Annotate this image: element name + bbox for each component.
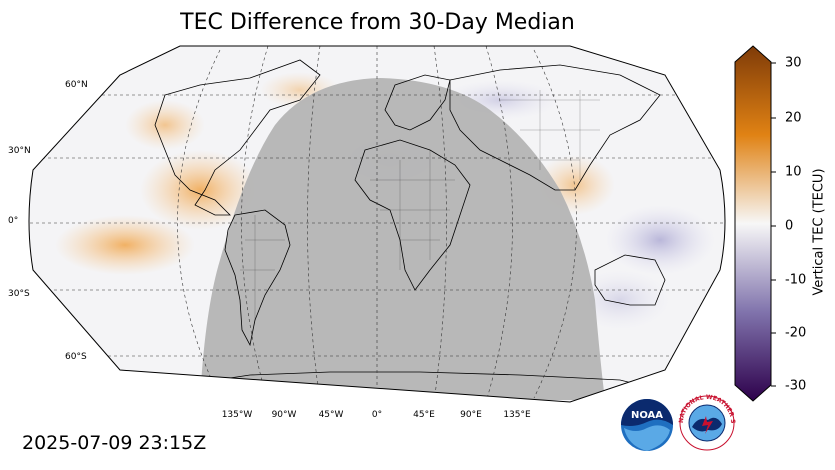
- lon-label-45w: 45°W: [318, 410, 344, 420]
- lon-label-90w: 90°W: [271, 410, 297, 420]
- lon-label-45e: 45°E: [413, 410, 435, 420]
- lon-label-135e: 135°E: [503, 410, 531, 420]
- nws-logo: NATIONAL WEATHER SERVICE: [678, 394, 736, 451]
- colorbar-body: [734, 45, 772, 402]
- chart-title: TEC Difference from 30-Day Median: [180, 10, 575, 35]
- noaa-logo-text: NOAA: [631, 410, 663, 421]
- europe-outline: [384, 74, 451, 131]
- world-map: [28, 45, 726, 403]
- map-boundary: [28, 45, 726, 403]
- colorbar-tick-neg20: -20: [785, 325, 807, 341]
- lat-label-30s: 30°S: [8, 289, 30, 299]
- lat-label-0: 0°: [8, 216, 19, 226]
- colorbar: [734, 45, 776, 402]
- north-america-outline: [154, 59, 321, 216]
- lat-label-30n: 30°N: [8, 146, 31, 156]
- colorbar-tick-0: 0: [785, 218, 794, 234]
- colorbar-tick-neg30: -30: [785, 378, 807, 394]
- antarctica-outline: [149, 371, 681, 396]
- colorbar-tick-20: 20: [785, 110, 802, 126]
- lon-label-135w: 135°W: [221, 410, 253, 420]
- lon-label-90e: 90°E: [460, 410, 482, 420]
- africa-outline: [354, 139, 471, 291]
- south-america-outline: [224, 209, 291, 347]
- night-shading: [200, 78, 605, 400]
- lat-label-60s: 60°S: [65, 352, 87, 362]
- colorbar-tick-10: 10: [785, 164, 802, 180]
- australia-outline: [594, 254, 666, 306]
- asia-outline: [449, 64, 661, 191]
- timestamp: 2025-07-09 23:15Z: [22, 432, 207, 454]
- lon-label-0: 0°: [371, 410, 383, 420]
- lat-label-60n: 60°N: [65, 80, 88, 90]
- colorbar-ticks: [771, 62, 776, 387]
- colorbar-tick-neg10: -10: [785, 272, 807, 288]
- colorbar-tick-30: 30: [785, 55, 802, 71]
- noaa-logo: NOAA: [621, 399, 673, 451]
- colorbar-label: Vertical TEC (TECU): [811, 168, 827, 296]
